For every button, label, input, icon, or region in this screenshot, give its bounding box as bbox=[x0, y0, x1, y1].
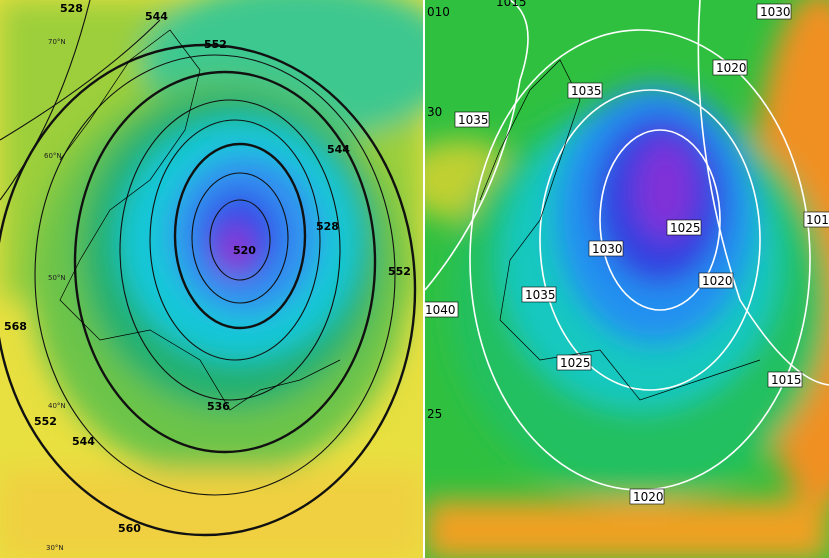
latitude-label: 50°N bbox=[48, 274, 66, 282]
contour-label: 536 bbox=[207, 400, 230, 413]
contour-label: 560 bbox=[118, 522, 141, 535]
isobar-label: 1015 bbox=[496, 0, 527, 9]
isobar-label: 1020 bbox=[633, 490, 664, 504]
latitude-label: 30°N bbox=[46, 544, 64, 552]
isobar-label: 1025 bbox=[670, 221, 701, 235]
left-map: 528 544 552 544 528 520 552 568 552 544 … bbox=[0, 0, 423, 558]
isobar-label: 1035 bbox=[525, 288, 556, 302]
isobar-label: 1020 bbox=[702, 274, 733, 288]
isobar-label: 1040 bbox=[425, 303, 456, 317]
contour-label: 552 bbox=[204, 38, 227, 51]
isobar-label: 1035 bbox=[571, 84, 602, 98]
height-contours bbox=[0, 0, 417, 537]
isobar-label: 30 bbox=[427, 105, 442, 119]
isobar-label: 1030 bbox=[592, 242, 623, 256]
isobar-label: 25 bbox=[427, 407, 442, 421]
contour-label: 568 bbox=[4, 320, 27, 333]
isobar-label: 1015 bbox=[771, 373, 802, 387]
latitude-label: 40°N bbox=[48, 402, 66, 410]
contour-label: 520 bbox=[233, 244, 256, 257]
latitude-label: 60°N bbox=[44, 152, 62, 160]
isobar-label: 010 bbox=[427, 5, 450, 19]
isobar-label: 101 bbox=[806, 213, 829, 227]
contour-label: 552 bbox=[34, 415, 57, 428]
isobar-label: 1035 bbox=[458, 113, 489, 127]
contour-label: 528 bbox=[60, 2, 83, 15]
divider bbox=[423, 0, 425, 558]
isobar-label: 1030 bbox=[760, 5, 791, 19]
contour-label: 552 bbox=[388, 265, 411, 278]
contour-label: 544 bbox=[72, 435, 95, 448]
isobar-labels: 010 1015 1030 1020 1035 1035 30 1025 103… bbox=[425, 0, 829, 505]
right-map: 010 1015 1030 1020 1035 1035 30 1025 103… bbox=[425, 0, 829, 558]
coastline bbox=[59, 29, 341, 411]
contour-label: 528 bbox=[316, 220, 339, 233]
latitude-label: 70°N bbox=[48, 38, 66, 46]
isobar-label: 1025 bbox=[560, 356, 591, 370]
contour-label: 544 bbox=[327, 143, 350, 156]
coastline bbox=[479, 59, 761, 401]
contour-label: 544 bbox=[145, 10, 168, 23]
isobar-label: 1020 bbox=[716, 61, 747, 75]
